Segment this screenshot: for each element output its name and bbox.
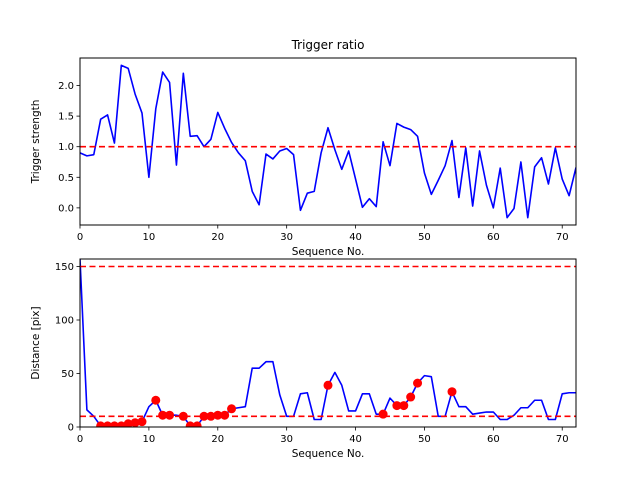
data-point-marker [151,395,161,405]
x-tick-label: 50 [418,232,431,243]
data-point-marker [199,411,209,421]
y-tick-label: 150 [55,262,74,273]
x-tick-label: 20 [211,434,224,445]
axes-frame [79,258,577,428]
data-point-marker [378,409,388,419]
data-point-marker [447,387,457,397]
data-point-marker [227,404,237,414]
x-tick-label: 0 [77,434,83,445]
data-point-marker [220,410,230,420]
y-tick-label: 50 [61,369,74,380]
y-tick-label: 1.5 [58,112,74,123]
data-point-marker [192,421,202,427]
data-point-marker [137,417,147,427]
data-point-marker [130,418,140,427]
data-point-marker [123,419,133,427]
y-tick-label: 100 [55,315,74,326]
data-point-marker [206,411,216,421]
data-point-marker [399,401,409,411]
data-point-marker [109,421,119,427]
series-line [80,64,576,219]
x-tick-label: 40 [349,232,362,243]
data-point-marker [406,392,416,402]
y-tick-label: 0 [68,423,74,434]
y-axis-label: Trigger strength [30,100,42,185]
x-tick-label: 40 [349,434,362,445]
x-tick-label: 30 [280,434,293,445]
data-point-marker [413,378,423,388]
y-tick-label: 0.0 [58,203,74,214]
x-tick-label: 50 [418,434,431,445]
x-tick-label: 0 [77,232,83,243]
plot-data-area [80,259,576,427]
x-tick-label: 10 [143,232,156,243]
x-tick-label: 10 [143,434,156,445]
trigger-ratio-plot: 0 10 20 30 40 50 60 70 0.0 0.5 1.0 1.5 2.0 Sequence N… [30,38,577,258]
data-point-marker [116,421,126,427]
x-tick-label: 60 [487,434,500,445]
x-tick-label: 70 [556,434,569,445]
x-tick-label: 60 [487,232,500,243]
data-point-marker [213,410,223,420]
x-axis-label: Sequence No. [292,448,365,460]
chart-title: Trigger ratio [291,38,365,52]
x-axis-label: Sequence No. [292,246,365,258]
x-tick-label: 30 [280,232,293,243]
data-point-marker [96,421,106,427]
y-tick-label: 0.5 [58,173,74,184]
data-point-marker [165,410,175,420]
axes-frame [79,57,577,226]
y-tick-label: 1.0 [58,142,74,153]
data-point-marker [323,380,333,390]
distance-plot: 0 10 20 30 40 50 60 70 0 50 100 150 Sequence No. Dist… [30,258,577,460]
y-axis-label: Distance [pix] [30,306,42,379]
data-point-marker [392,401,402,411]
x-tick-label: 20 [211,232,224,243]
data-point-marker [185,421,195,427]
data-point-marker [178,411,188,421]
x-tick-label: 70 [556,232,569,243]
data-point-marker [103,421,113,427]
data-point-marker [158,410,168,420]
plot-data-area [80,64,576,219]
y-tick-label: 2.0 [58,81,74,92]
